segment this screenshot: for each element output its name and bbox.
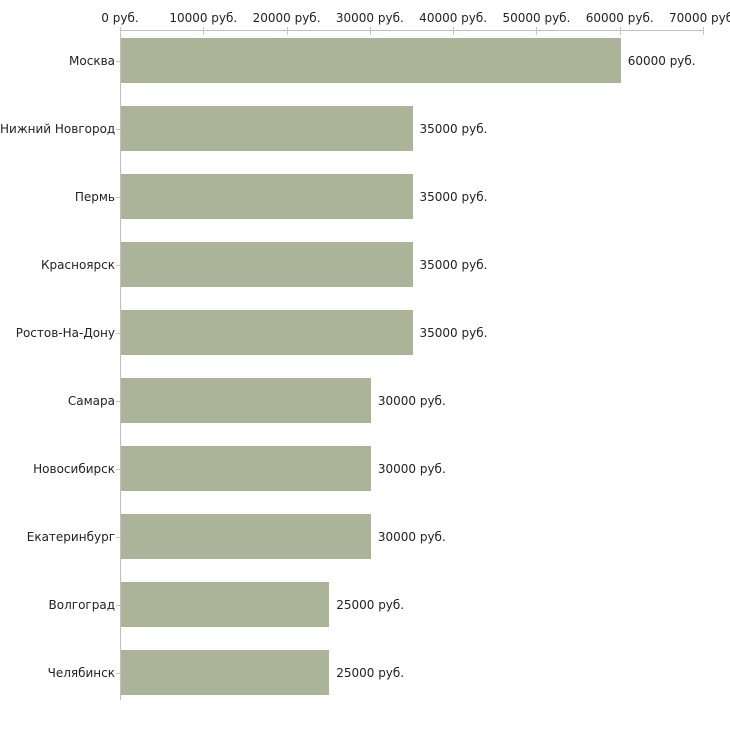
category-label: Волгоград: [48, 598, 115, 612]
bar: [121, 582, 330, 627]
value-label: 30000 руб.: [377, 394, 446, 408]
value-label: 60000 руб.: [627, 54, 696, 68]
bar: [121, 514, 371, 559]
x-axis-tick-label: 50000 руб.: [502, 11, 571, 25]
x-axis-tick-label: 40000 руб.: [419, 11, 488, 25]
category-label: Новосибирск: [33, 462, 115, 476]
category-tick-mark: [116, 265, 121, 266]
category-label: Ростов-На-Дону: [15, 326, 115, 340]
bar: [121, 378, 371, 423]
value-label: 35000 руб.: [419, 326, 488, 340]
category-label: Красноярск: [41, 258, 115, 272]
bar: [121, 650, 330, 695]
category-tick-mark: [116, 333, 121, 334]
bar: [121, 106, 413, 151]
value-label: 35000 руб.: [419, 258, 488, 272]
x-axis-tick-mark: [703, 27, 704, 35]
x-axis-tick-label: 0 руб.: [101, 11, 139, 25]
category-tick-mark: [116, 61, 121, 62]
value-label: 25000 руб.: [336, 666, 405, 680]
x-axis-tick-mark: [120, 27, 121, 35]
category-label: Москва: [69, 54, 115, 68]
x-axis-tick-mark: [619, 27, 621, 35]
category-label: Екатеринбург: [26, 530, 115, 544]
value-label: 25000 руб.: [336, 598, 405, 612]
x-axis-tick-label: 70000 руб.: [669, 11, 730, 25]
x-axis-tick-label: 20000 руб.: [252, 11, 321, 25]
category-tick-mark: [116, 469, 121, 470]
x-axis-tick-mark: [536, 27, 538, 35]
x-axis-tick-mark: [286, 27, 288, 35]
category-tick-mark: [116, 129, 121, 130]
category-tick-mark: [116, 537, 121, 538]
category-label: Нижний Новгород: [0, 122, 116, 136]
bar: [121, 242, 413, 287]
category-tick-mark: [116, 673, 121, 674]
category-tick-mark: [116, 197, 121, 198]
bar: [121, 174, 413, 219]
category-tick-mark: [116, 605, 121, 606]
category-label: Челябинск: [47, 666, 115, 680]
category-tick-mark: [116, 401, 121, 402]
value-label: 35000 руб.: [419, 122, 488, 136]
value-label: 30000 руб.: [377, 462, 446, 476]
x-axis-tick-label: 30000 руб.: [335, 11, 404, 25]
category-label: Самара: [67, 394, 115, 408]
value-label: 35000 руб.: [419, 190, 488, 204]
bar: [121, 310, 413, 355]
bar: [121, 446, 371, 491]
bar: [121, 38, 621, 83]
x-axis-tick-label: 60000 руб.: [585, 11, 654, 25]
x-axis-tick-mark: [203, 27, 205, 35]
x-axis-line: [120, 30, 704, 31]
category-label: Пермь: [74, 190, 115, 204]
y-axis-line: [120, 30, 121, 700]
value-label: 30000 руб.: [377, 530, 446, 544]
x-axis-tick-mark: [369, 27, 371, 35]
x-axis-tick-mark: [453, 27, 455, 35]
x-axis-tick-label: 10000 руб.: [169, 11, 238, 25]
